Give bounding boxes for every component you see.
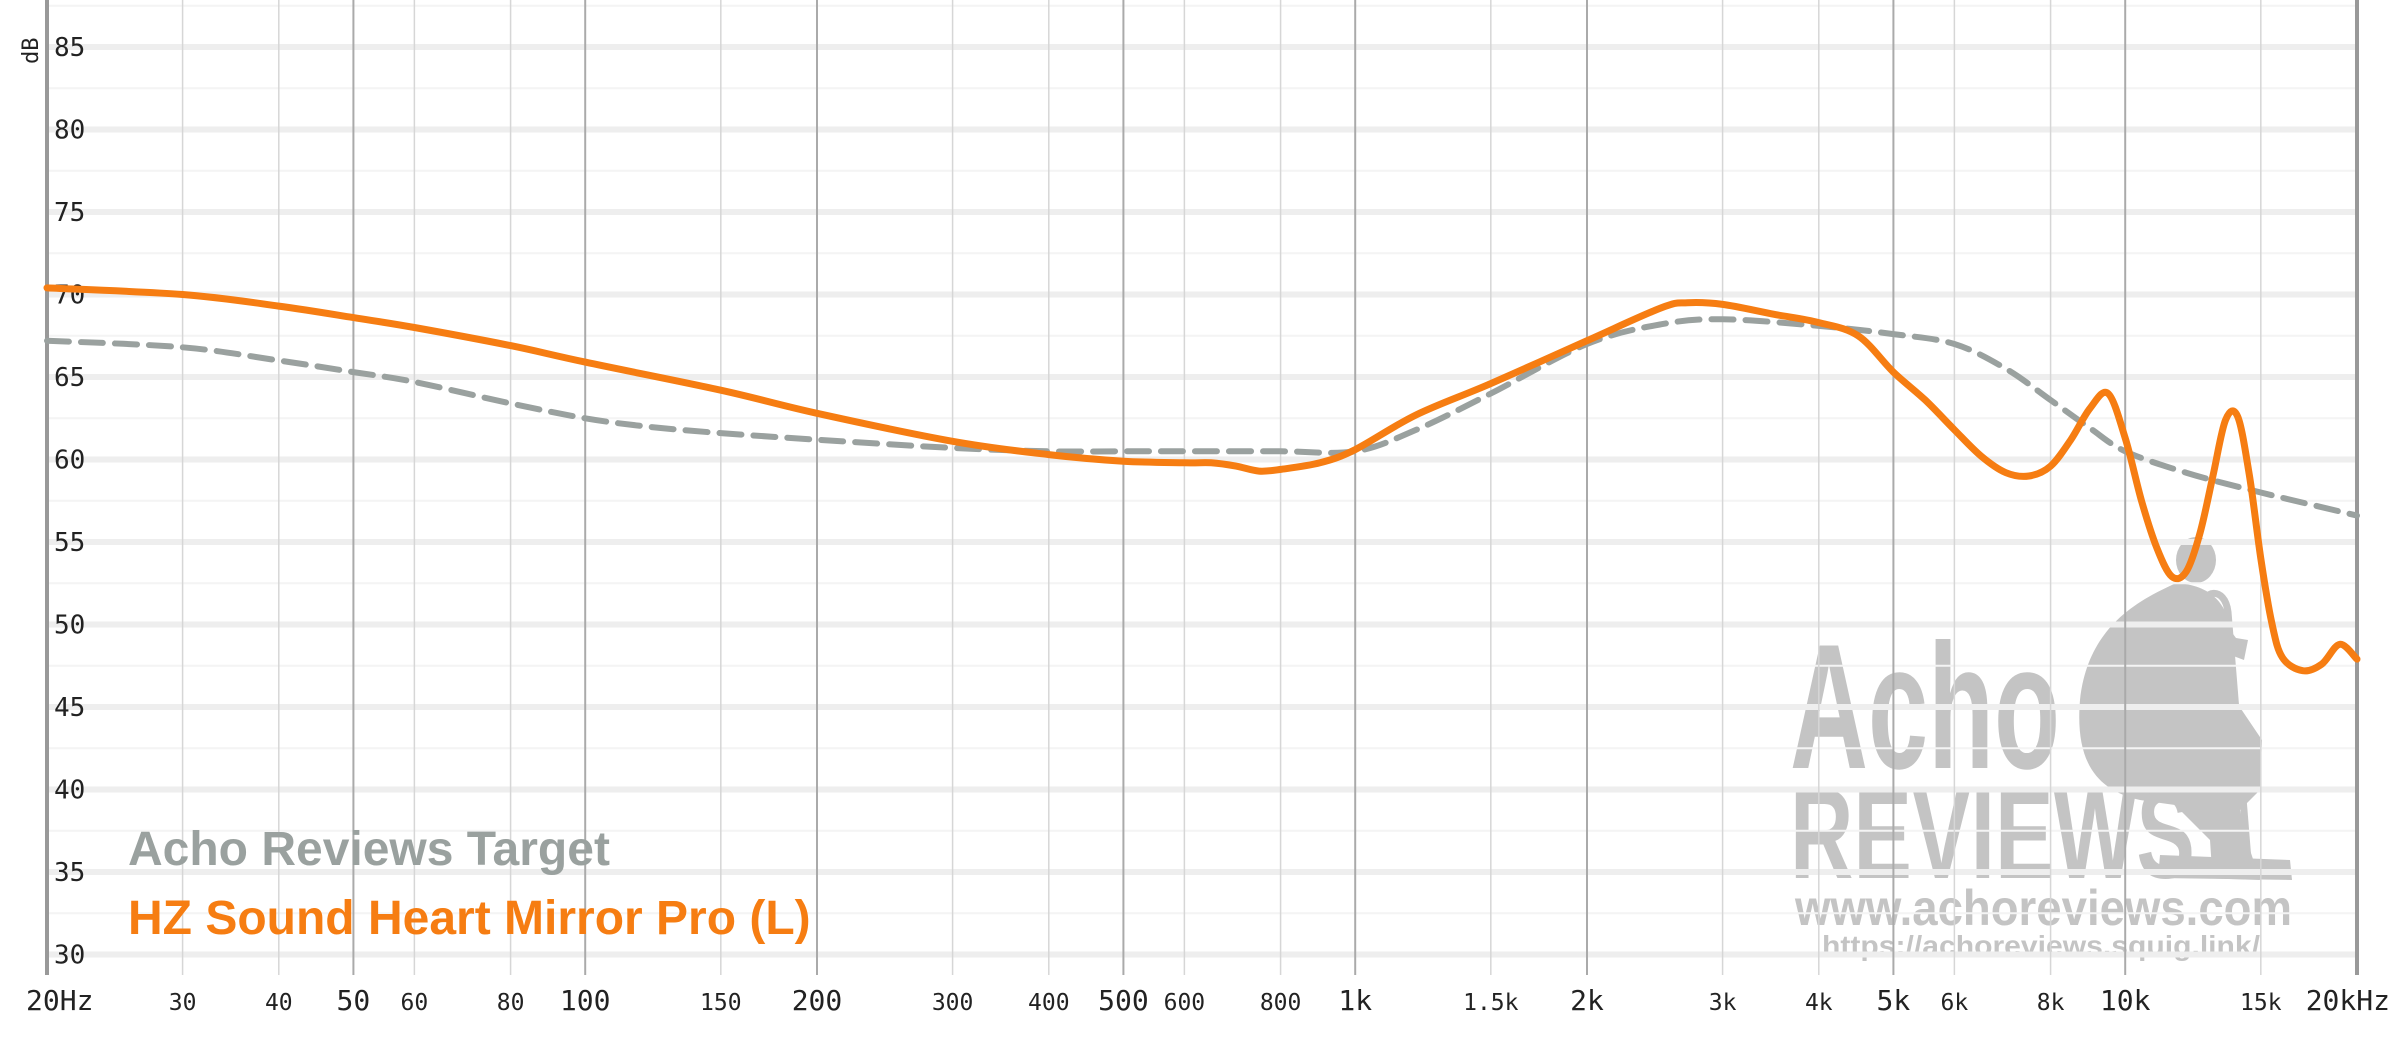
x-tick-label: 1k: [1338, 984, 1372, 1017]
y-tick-label: 40: [54, 776, 85, 806]
y-tick-label: 60: [54, 446, 85, 476]
x-tick-label: 150: [700, 990, 742, 1016]
y-tick-label: 55: [54, 528, 85, 558]
x-tick-label: 5k: [1877, 984, 1911, 1017]
x-tick-label: 800: [1260, 990, 1302, 1016]
y-axis-unit-label: dB: [19, 38, 44, 65]
x-tick-label: 400: [1028, 990, 1070, 1016]
x-tick-label: 300: [932, 990, 974, 1016]
series-line-target: [44, 316, 2360, 519]
series-line-hz-sound-heart-mirror-pro: [43, 284, 2361, 675]
x-tick-label: 4k: [1805, 990, 1833, 1016]
y-tick-label: 45: [54, 693, 85, 723]
y-tick-label: 80: [54, 116, 85, 146]
x-tick-label: 8k: [2037, 990, 2065, 1016]
x-tick-label: 15k: [2240, 990, 2282, 1016]
x-tick-label: 10k: [2100, 984, 2151, 1017]
x-tick-label: 60: [401, 990, 429, 1016]
x-tick-label: 2k: [1570, 984, 1604, 1017]
x-tick-label: 200: [792, 984, 843, 1017]
curves: [43, 284, 2361, 675]
x-tick-label: 40: [265, 990, 293, 1016]
x-tick-label: 100: [560, 984, 611, 1017]
x-tick-label: 30: [169, 990, 197, 1016]
x-tick-label: 6k: [1941, 990, 1969, 1016]
x-tick-label: 600: [1164, 990, 1206, 1016]
legend: Acho Reviews Target HZ Sound Heart Mirro…: [128, 823, 811, 945]
x-tick-label: 1.5k: [1463, 990, 1519, 1016]
x-tick-label: 20kHz: [2306, 984, 2390, 1017]
legend-target: Acho Reviews Target: [128, 823, 610, 876]
y-tick-label: 65: [54, 363, 85, 393]
x-tick-label: 20Hz: [26, 984, 93, 1017]
x-tick-label: 80: [497, 990, 525, 1016]
watermark-site-url: www.achoreviews.com: [1794, 880, 2292, 936]
x-tick-label: 500: [1098, 984, 1149, 1017]
x-tick-label: 50: [337, 984, 371, 1017]
y-tick-label: 85: [54, 33, 85, 63]
x-tick-label: 3k: [1709, 990, 1737, 1016]
y-tick-label: 75: [54, 198, 85, 228]
legend-hz-sound-heart-mirror-pro: HZ Sound Heart Mirror Pro (L): [128, 892, 811, 945]
grid: [46, 0, 2358, 975]
y-tick-label: 30: [54, 941, 85, 971]
y-tick-label: 50: [54, 611, 85, 641]
y-tick-label: 35: [54, 858, 85, 888]
